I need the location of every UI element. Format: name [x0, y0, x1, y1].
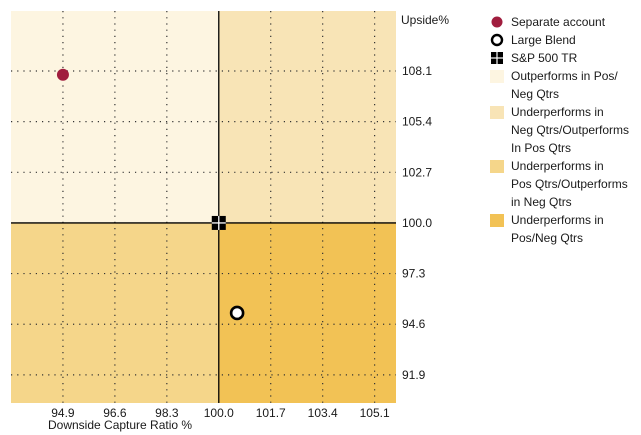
x-tick-label: 96.6 — [103, 406, 127, 420]
x-tick-label: 94.9 — [51, 406, 75, 420]
y-tick-labels: 108.1 105.4 102.7 100.0 97.3 94.6 91.9 — [402, 64, 432, 382]
gridlines — [11, 11, 396, 403]
y-tick-label: 108.1 — [402, 64, 432, 78]
crosshair-lines — [11, 11, 396, 403]
point-sp500 — [211, 215, 226, 230]
y-tick-label: 94.6 — [402, 317, 426, 331]
legend-label: Underperforms in Pos Qtrs/Outperforms in… — [511, 159, 628, 209]
y-tick-label: 105.4 — [402, 115, 432, 129]
legend-label: Outperforms in Pos/ Neg Qtrs — [511, 69, 618, 101]
legend-item: Separate account — [489, 13, 639, 31]
legend-marker-icon — [489, 31, 505, 49]
x-tick-label: 101.7 — [256, 406, 286, 420]
legend-label: Separate account — [511, 15, 606, 29]
legend-label: S&P 500 TR — [511, 51, 578, 65]
quadrant-bottom-left — [11, 222, 219, 403]
legend-marker-icon — [489, 49, 505, 67]
point-separate-account — [56, 68, 69, 81]
legend-label: Large Blend — [511, 33, 576, 47]
legend-item: Underperforms in Pos Qtrs/Outperforms in… — [489, 157, 639, 211]
legend-item: Outperforms in Pos/ Neg Qtrs — [489, 67, 639, 103]
quadrant-top-right — [218, 11, 396, 223]
data-points — [56, 68, 245, 321]
legend-item: Underperforms in Pos/Neg Qtrs — [489, 211, 639, 247]
legend-label: Underperforms in Neg Qtrs/Outperforms In… — [511, 105, 630, 155]
x-tick-label: 100.0 — [204, 406, 234, 420]
legend-swatch — [489, 67, 505, 85]
y-tick-label: 97.3 — [402, 267, 426, 281]
y-tick-label: 102.7 — [402, 165, 432, 179]
legend-item: Underperforms in Neg Qtrs/Outperforms In… — [489, 103, 639, 157]
chart-legend: Separate account Large Blend S&P 500 TR Out… — [489, 13, 639, 247]
quadrant-backgrounds — [11, 11, 396, 403]
point-large-blend — [229, 305, 245, 321]
x-tick-label: 103.4 — [308, 406, 338, 420]
legend-swatch — [489, 211, 505, 229]
x-axis-title: Downside Capture Ratio % — [48, 418, 192, 432]
y-tick-label: 91.9 — [402, 368, 426, 382]
legend-label: Underperforms in Pos/Neg Qtrs — [511, 213, 604, 245]
y-axis-title: Upside% — [401, 13, 449, 27]
x-tick-label: 105.1 — [360, 406, 390, 420]
legend-item: S&P 500 TR — [489, 49, 639, 67]
y-tick-label: 100.0 — [402, 216, 432, 230]
legend-swatch — [489, 103, 505, 121]
legend-marker-icon — [489, 13, 505, 31]
x-tick-labels: 94.9 96.6 98.3 100.0 101.7 103.4 105.1 — [51, 406, 390, 420]
quadrant-bottom-right — [218, 222, 396, 403]
legend-swatch — [489, 157, 505, 175]
legend-item: Large Blend — [489, 31, 639, 49]
x-tick-label: 98.3 — [155, 406, 179, 420]
